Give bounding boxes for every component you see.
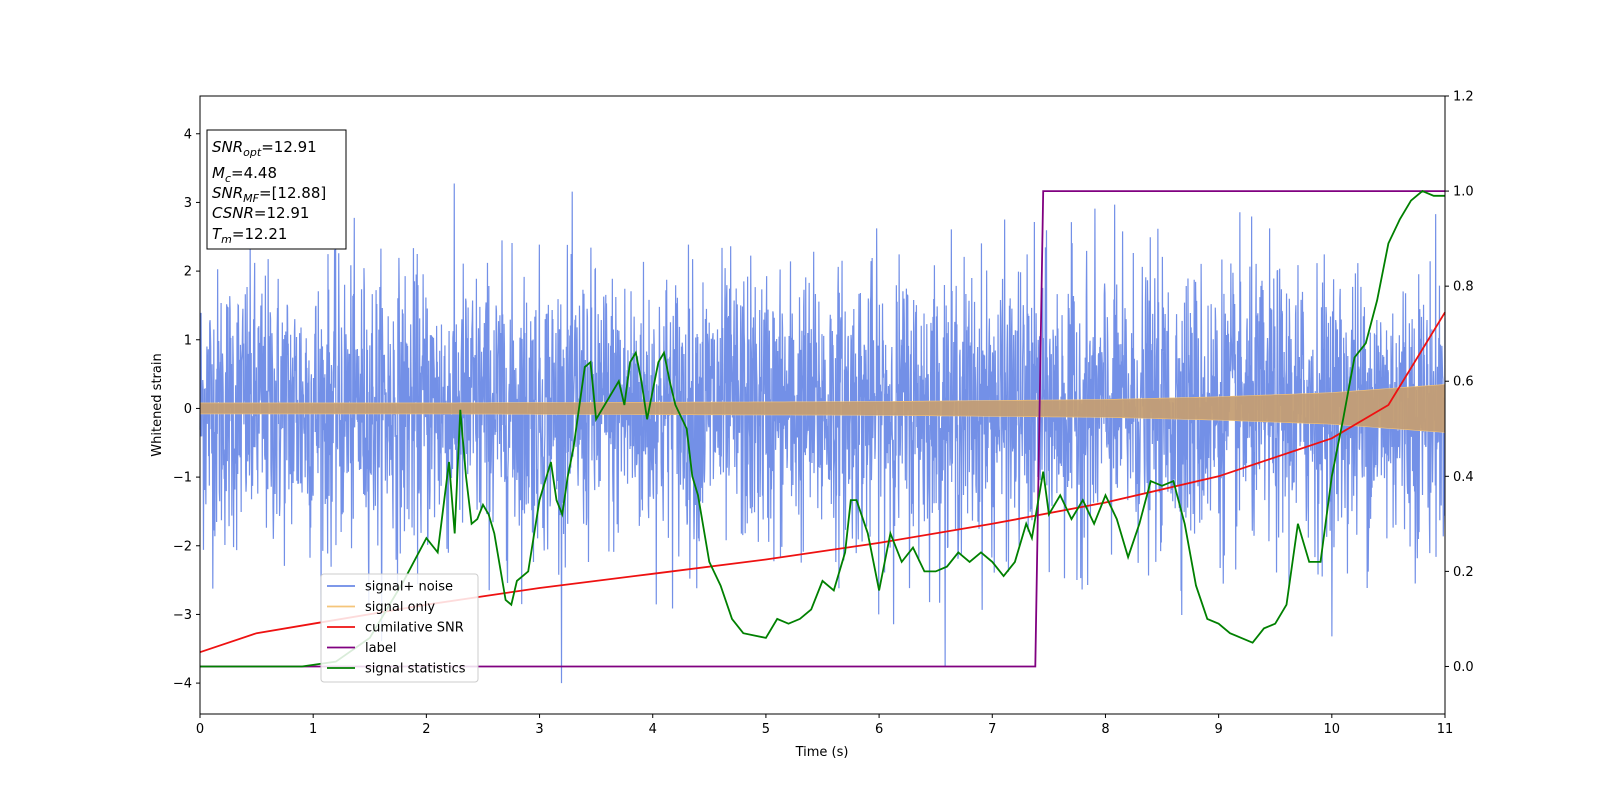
y-tick-label: −3	[173, 608, 192, 623]
x-tick-label: 6	[875, 722, 883, 737]
y-tick-label: −1	[173, 471, 192, 486]
x-tick-label: 3	[535, 722, 543, 737]
x-tick-label: 2	[422, 722, 430, 737]
axes-frame	[199, 95, 1446, 715]
y-tick-label: 1	[184, 333, 192, 348]
y2-tick-label: 1.2	[1453, 90, 1474, 105]
y-tick-label: 3	[184, 196, 192, 211]
legend-label: signal+ noise	[365, 580, 453, 595]
legend-label: signal statistics	[365, 662, 466, 677]
annotation-line: SNRopt=12.91	[212, 138, 317, 159]
y2-tick-label: 0.6	[1453, 375, 1474, 390]
x-tick-label: 0	[196, 722, 204, 737]
x-axis: 0 1 2 3 4 5 6 7 8 9 10 11	[196, 714, 1453, 737]
y-tick-label: −4	[173, 677, 192, 692]
legend-label: signal only	[365, 600, 435, 615]
annotation-frame	[206, 129, 347, 250]
y-tick-label: 4	[184, 127, 192, 142]
x-tick-label: 11	[1437, 722, 1454, 737]
annotation-line: Tm=12.21	[212, 225, 287, 246]
stats-annotation: SNRopt=12.91 Mc=4.48SNRMF=[12.88]CSNR=12.…	[206, 129, 347, 250]
signal-noise-line	[199, 183, 1446, 684]
y-axis-right: 0.0 0.2 0.4 0.6 0.8 1.0 1.2	[1445, 90, 1474, 675]
legend-label: cumilative SNR	[365, 621, 464, 636]
legend-frame	[320, 573, 479, 683]
x-tick-label: 1	[309, 722, 317, 737]
y2-tick-label: 1.0	[1453, 185, 1474, 200]
x-tick-label: 9	[1214, 722, 1222, 737]
y2-tick-label: 0.8	[1453, 280, 1474, 295]
y2-tick-label: 0.0	[1453, 660, 1474, 675]
y-tick-label: 2	[184, 265, 192, 280]
annotation-line: Mc=4.48	[212, 164, 277, 185]
x-tick-label: 4	[649, 722, 657, 737]
x-axis-label: Time (s)	[795, 745, 849, 760]
y2-tick-label: 0.4	[1453, 470, 1474, 485]
y-axis-left: −4 −3 −2 −1 0 1 2 3 4	[173, 127, 200, 692]
y2-tick-label: 0.2	[1453, 565, 1474, 580]
annotation-line: CSNR=12.91	[212, 204, 309, 222]
signal-statistics-line	[200, 190, 1445, 668]
y-tick-label: 0	[184, 402, 192, 417]
x-tick-label: 7	[988, 722, 996, 737]
y-tick-label: −2	[173, 539, 192, 554]
legend-label: label	[365, 641, 396, 656]
x-tick-label: 5	[762, 722, 770, 737]
y-axis-label: Whitened strain	[150, 353, 165, 456]
x-tick-label: 10	[1324, 722, 1341, 737]
annotation-line: SNRMF=[12.88]	[212, 184, 326, 205]
legend: signal+ noise signal only cumilative SNR la…	[320, 573, 479, 683]
label-line	[200, 190, 1445, 668]
x-tick-label: 8	[1101, 722, 1109, 737]
